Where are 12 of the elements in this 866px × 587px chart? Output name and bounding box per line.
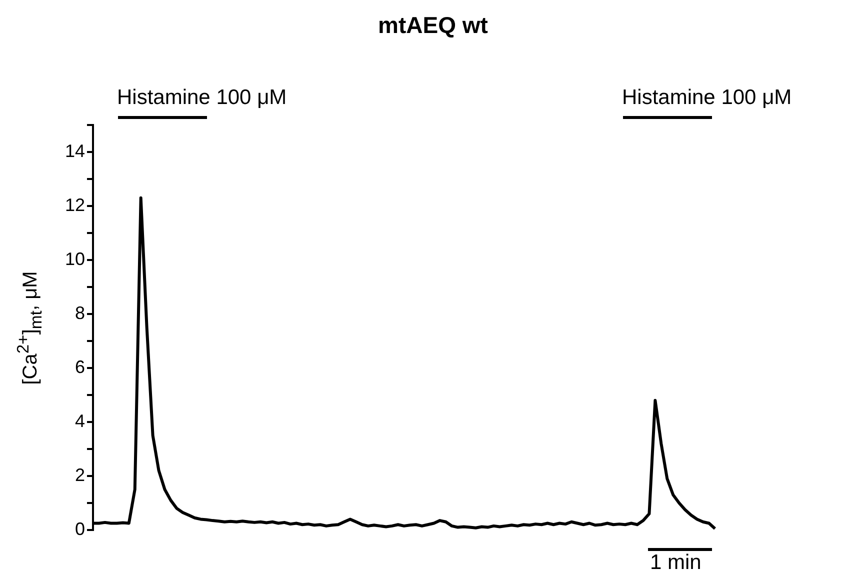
text: Histamine 100 μM [622,86,792,110]
y-tick-label: 0 [74,518,85,539]
y-tick-label: 12 [64,194,85,215]
y-tick-label: 10 [64,248,85,269]
text: Histamine 100 μM [117,86,287,110]
y-tick-label: 6 [74,356,85,377]
y-tick-label: 8 [74,302,85,323]
y-tick-label: 2 [74,464,85,485]
text: 1 min [650,551,702,575]
chart-title: mtAEQ wt [377,12,489,39]
y-tick-label: 14 [64,140,85,161]
y-tick-label: 4 [74,410,85,431]
